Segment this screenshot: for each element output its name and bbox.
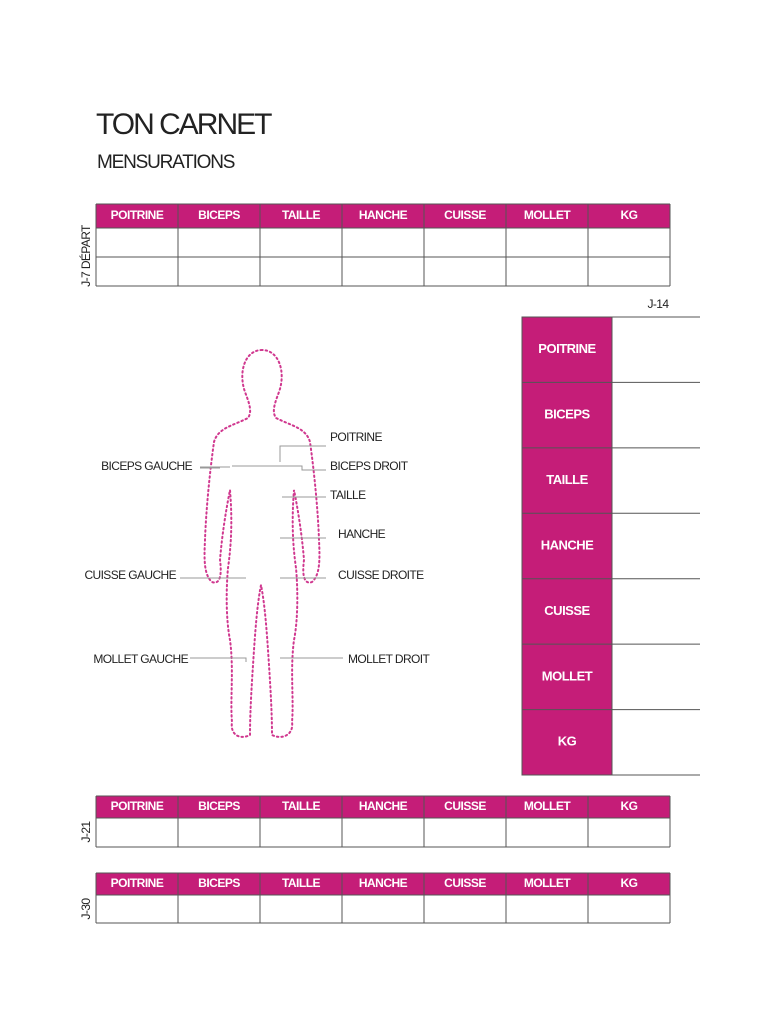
figure-leaders xyxy=(180,445,343,662)
column-header: HANCHE xyxy=(359,876,408,890)
figure-label: CUISSE GAUCHE xyxy=(84,568,176,582)
column-header: CUISSE xyxy=(444,799,486,813)
header-row xyxy=(96,796,670,818)
table-label: J-7 DÉPART xyxy=(78,224,93,287)
row-header: KG xyxy=(558,734,577,749)
column-header: BICEPS xyxy=(198,876,240,890)
row-header: BICEPS xyxy=(544,407,590,422)
figure-label: CUISSE DROITE xyxy=(338,568,424,582)
column-header: TAILLE xyxy=(282,799,321,813)
figure-label: POITRINE xyxy=(330,430,382,444)
row-header: HANCHE xyxy=(541,537,594,552)
row-header: MOLLET xyxy=(542,668,593,683)
header-row xyxy=(96,873,670,895)
column-header: POITRINE xyxy=(111,876,164,890)
figure-label: MOLLET DROIT xyxy=(348,652,431,666)
figure-label: BICEPS DROIT xyxy=(330,459,409,473)
column-header: BICEPS xyxy=(198,799,240,813)
title: TON CARNET xyxy=(96,108,272,141)
body-figure xyxy=(203,348,321,738)
column-header: CUISSE xyxy=(444,876,486,890)
row-header: POITRINE xyxy=(538,341,596,356)
header-row xyxy=(96,204,670,228)
header-column xyxy=(521,316,613,776)
column-header: BICEPS xyxy=(198,208,240,222)
column-header: MOLLET xyxy=(524,799,571,813)
column-header: MOLLET xyxy=(524,208,571,222)
figure-label: HANCHE xyxy=(338,527,386,541)
figure-label: MOLLET GAUCHE xyxy=(93,652,188,666)
column-header: KG xyxy=(621,799,638,813)
subtitle: MENSURATIONS xyxy=(97,152,235,173)
column-header: TAILLE xyxy=(282,208,321,222)
row-header: CUISSE xyxy=(544,603,590,618)
column-header: MOLLET xyxy=(524,876,571,890)
column-header: CUISSE xyxy=(444,208,486,222)
column-header: TAILLE xyxy=(282,876,321,890)
row-header: TAILLE xyxy=(546,472,588,487)
figure-label: TAILLE xyxy=(330,488,366,502)
column-header: HANCHE xyxy=(359,208,408,222)
column-header: KG xyxy=(621,876,638,890)
table-label: J-30 xyxy=(79,898,93,920)
column-header: HANCHE xyxy=(359,799,408,813)
column-header: KG xyxy=(621,208,638,222)
table-label: J-21 xyxy=(79,821,93,843)
column-header: POITRINE xyxy=(111,208,164,222)
column-header: POITRINE xyxy=(111,799,164,813)
figure-label: BICEPS GAUCHE xyxy=(101,459,192,473)
table-label: J-14 xyxy=(648,297,670,311)
